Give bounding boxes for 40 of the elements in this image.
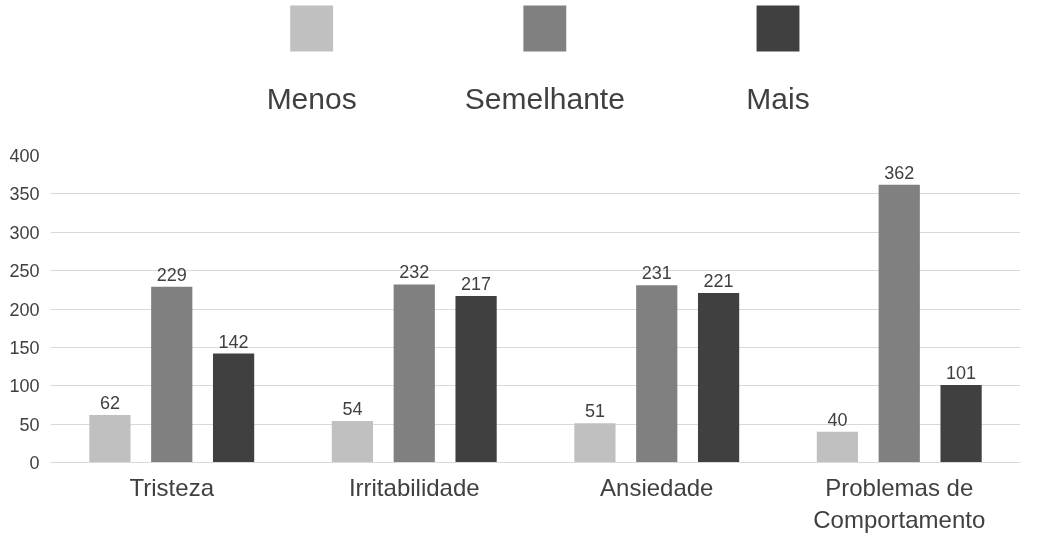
- y-tick-label: 200: [9, 299, 40, 320]
- data-label: 62: [99, 392, 120, 413]
- y-tick-label: 250: [9, 261, 40, 282]
- y-tick-label: 50: [19, 414, 40, 435]
- bar: [636, 285, 678, 463]
- y-tick-label: 150: [9, 337, 40, 358]
- x-tick-label: Ansiedade: [600, 473, 714, 501]
- data-label: 40: [827, 409, 848, 430]
- bar: [697, 292, 740, 463]
- data-label: 54: [342, 399, 363, 420]
- bar: [878, 184, 920, 463]
- data-label: 221: [703, 270, 734, 291]
- data-label: 362: [884, 162, 915, 183]
- x-tick-label: Problemas de Comportamento: [813, 473, 986, 533]
- y-tick-label: 400: [9, 146, 40, 166]
- bar: [89, 414, 131, 463]
- x-tick-label: Tristeza: [129, 473, 215, 501]
- bar: [455, 295, 497, 463]
- legend-label: Menos: [266, 82, 357, 115]
- y-tick-label: 300: [9, 222, 40, 243]
- data-label: 231: [641, 263, 672, 284]
- legend-label: Semelhante: [464, 82, 625, 115]
- legend-label: Mais: [746, 82, 810, 115]
- bar: [151, 286, 193, 463]
- data-label: 229: [156, 264, 187, 285]
- y-tick-label: 0: [29, 453, 40, 473]
- data-label: 217: [461, 273, 492, 294]
- data-label: 142: [218, 331, 249, 352]
- bar: [212, 353, 255, 463]
- bar: [940, 384, 982, 463]
- data-label: 51: [584, 401, 605, 422]
- y-tick-label: 100: [9, 376, 40, 397]
- x-tick-label: Irritabilidade: [348, 473, 480, 501]
- bar: [393, 284, 435, 463]
- y-tick-label: 350: [9, 184, 40, 205]
- data-label: 232: [399, 262, 430, 283]
- data-label: 101: [946, 362, 977, 383]
- bar: [574, 423, 616, 463]
- bar: [331, 421, 374, 463]
- bar: [816, 431, 859, 463]
